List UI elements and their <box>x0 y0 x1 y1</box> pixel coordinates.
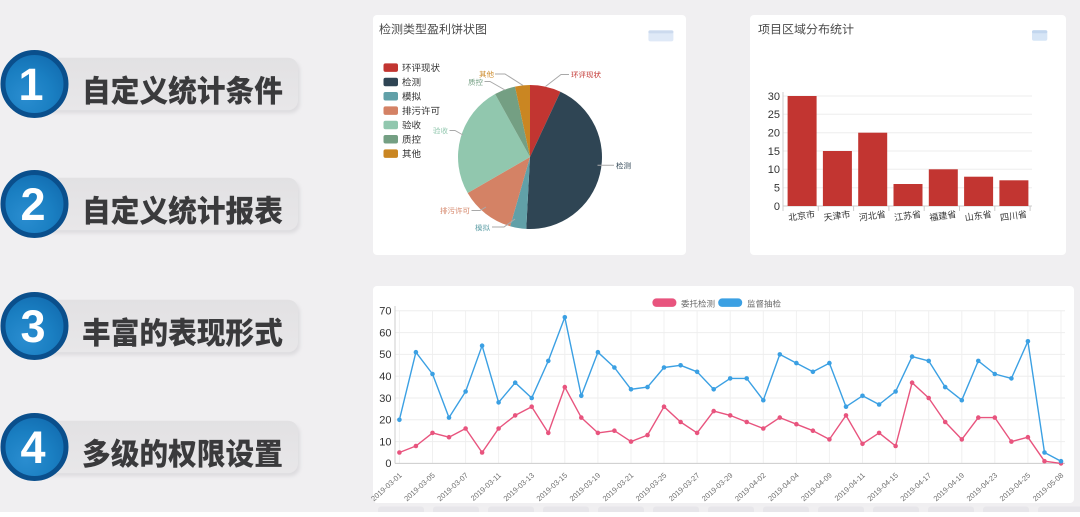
svg-text:0: 0 <box>774 201 780 213</box>
svg-text:1: 1 <box>18 59 43 110</box>
svg-text:15: 15 <box>768 146 780 158</box>
svg-text:10: 10 <box>768 164 780 176</box>
svg-text:20: 20 <box>379 415 391 427</box>
svg-text:10: 10 <box>379 436 391 448</box>
svg-text:4: 4 <box>20 422 45 473</box>
svg-text:30: 30 <box>768 91 780 103</box>
svg-text:3: 3 <box>20 301 45 352</box>
svg-text:2: 2 <box>20 179 45 230</box>
svg-text:0: 0 <box>385 458 391 470</box>
svg-text:25: 25 <box>768 109 780 121</box>
svg-text:60: 60 <box>379 327 391 339</box>
svg-text:20: 20 <box>768 127 780 139</box>
svg-text:30: 30 <box>379 393 391 405</box>
svg-text:70: 70 <box>379 306 391 318</box>
svg-text:40: 40 <box>379 371 391 383</box>
svg-text:5: 5 <box>774 182 780 194</box>
svg-text:50: 50 <box>379 349 391 361</box>
